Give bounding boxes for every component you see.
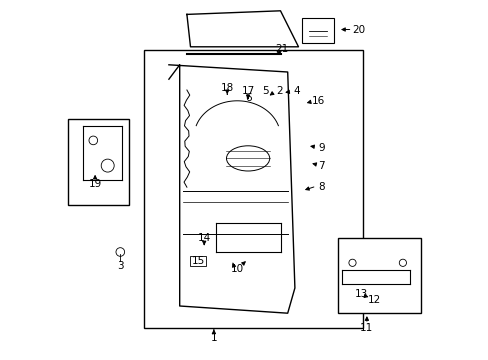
Text: 11: 11 bbox=[360, 323, 373, 333]
Text: 18: 18 bbox=[220, 83, 233, 93]
Bar bbox=[143, 50, 363, 328]
Text: 6: 6 bbox=[244, 93, 251, 103]
Text: 20: 20 bbox=[352, 24, 365, 35]
Text: 5: 5 bbox=[262, 86, 268, 96]
Text: 17: 17 bbox=[241, 86, 254, 96]
Bar bbox=[337, 238, 420, 313]
Text: 8: 8 bbox=[318, 182, 325, 192]
Text: 21: 21 bbox=[275, 44, 288, 54]
Text: 7: 7 bbox=[318, 161, 325, 171]
Text: 19: 19 bbox=[88, 179, 102, 189]
Text: 10: 10 bbox=[230, 264, 244, 274]
Bar bbox=[190, 256, 205, 266]
Bar bbox=[68, 119, 129, 205]
Text: 9: 9 bbox=[318, 143, 324, 153]
Bar bbox=[302, 18, 334, 43]
Text: 3: 3 bbox=[117, 261, 123, 271]
Text: 4: 4 bbox=[293, 86, 300, 96]
Text: 1: 1 bbox=[210, 333, 217, 343]
Text: 16: 16 bbox=[311, 96, 324, 106]
Text: 2: 2 bbox=[276, 86, 283, 96]
Text: 14: 14 bbox=[197, 233, 210, 243]
Text: 15: 15 bbox=[191, 256, 204, 266]
Text: 13: 13 bbox=[354, 289, 368, 300]
Text: 12: 12 bbox=[367, 294, 381, 305]
